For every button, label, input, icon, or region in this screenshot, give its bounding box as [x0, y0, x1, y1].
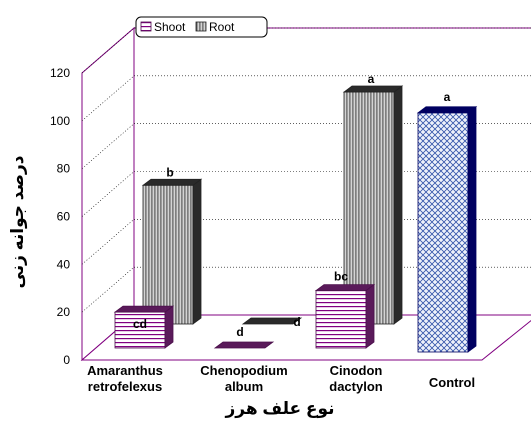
bar-shoot-2-top — [316, 285, 374, 291]
bar-shoot-2 — [316, 285, 374, 348]
label-shoot-2: bc — [334, 270, 348, 284]
bar-root-1 — [243, 318, 301, 324]
x-axis-title: نوع علف هرز — [224, 399, 334, 419]
y-tick-label: 100 — [50, 114, 70, 128]
bar-control-3-top — [418, 107, 476, 113]
legend-root-swatch — [196, 22, 206, 31]
bar-root-0-front — [143, 185, 193, 324]
bar-root-0 — [143, 179, 201, 324]
label-control-3: a — [444, 90, 451, 104]
x-category-label: Control — [429, 375, 475, 390]
y-tick-label: 80 — [57, 162, 71, 176]
label-shoot-0: cd — [133, 317, 147, 331]
bar-shoot-0-side — [165, 306, 173, 348]
bar-shoot-2-side — [366, 285, 374, 348]
bar-root-2-side — [394, 86, 402, 324]
bar-root-2-top — [344, 86, 402, 92]
x-category-label: Amaranthus retrofelexus — [87, 363, 163, 394]
bar-root-0-side — [193, 179, 201, 324]
x-category-label: Cinodon dactylon — [329, 363, 383, 394]
bar-control-3-front — [418, 113, 468, 352]
bar-shoot-1 — [215, 342, 273, 348]
legend-shoot-label: Shoot — [154, 20, 186, 34]
bar-shoot-0-top — [115, 306, 173, 312]
legend-root-label: Root — [209, 20, 235, 34]
legend: Shoot Root — [136, 17, 267, 37]
y-tick-label: 120 — [50, 66, 70, 80]
bar-shoot-1-top — [215, 342, 273, 348]
bar-control-3-side — [468, 107, 476, 352]
y-tick-label: 20 — [57, 305, 71, 319]
y-tick-label: 40 — [57, 257, 71, 271]
label-root-2: a — [368, 72, 375, 86]
y-tick-label: 60 — [57, 210, 71, 224]
y-axis-ticks: 0 20 40 60 80 100 120 — [50, 66, 70, 367]
bar-root-0-top — [143, 179, 201, 185]
label-shoot-1: d — [236, 325, 243, 339]
label-root-0: b — [166, 165, 173, 179]
y-tick-label: 0 — [63, 353, 70, 367]
x-axis-categories: Amaranthus retrofelexus Chenopodium album Ci… — [87, 363, 475, 394]
bar-shoot-2-front — [316, 291, 366, 348]
y-axis-title: درصد جوانه زنی — [8, 155, 28, 288]
bar-control-3 — [418, 107, 476, 352]
x-category-label: Chenopodium album — [200, 363, 287, 394]
bar-root-1-top — [243, 318, 301, 324]
label-root-1: d — [293, 315, 300, 329]
legend-shoot-swatch — [141, 22, 151, 31]
